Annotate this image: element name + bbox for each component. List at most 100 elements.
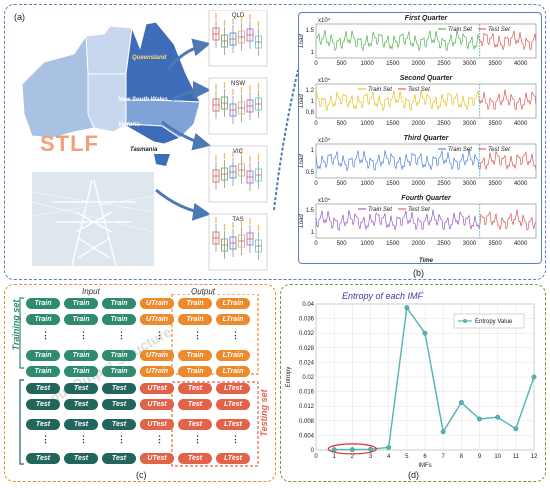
entropy-legend-label: Entropy Value xyxy=(475,319,513,325)
boxplot-outlier xyxy=(240,149,243,151)
train-cell: Train xyxy=(26,314,60,325)
entropy-x-tick: 12 xyxy=(531,454,538,460)
legend-test-label: Test Set xyxy=(408,87,430,93)
boxplot-outlier xyxy=(240,18,243,20)
boxplot-outlier xyxy=(249,160,251,162)
utest-cell: UTest xyxy=(140,453,174,464)
boxplot-outlier xyxy=(240,16,243,18)
load-x-tick: 2000 xyxy=(412,121,426,127)
train-cell: Train xyxy=(64,314,98,325)
australia-map xyxy=(21,21,201,166)
load-chart-title: Third Quarter xyxy=(404,135,450,142)
train-output-cell: Train xyxy=(178,366,212,377)
load-x-tick: 1000 xyxy=(360,181,374,187)
ltest-cell: LTest xyxy=(216,399,250,410)
boxplot-title: QLD xyxy=(232,13,245,19)
boxplot-outlier xyxy=(223,157,226,159)
test-output-cell: Test xyxy=(178,453,212,464)
entropy-x-tick: 4 xyxy=(387,454,391,460)
load-x-tick: 2500 xyxy=(437,121,451,127)
ellipsis-dots: ⋮ xyxy=(41,434,50,444)
boxplot-outlier xyxy=(215,88,217,90)
ellipsis-dots: ⋮ xyxy=(193,330,202,340)
ellipsis-dots: ⋮ xyxy=(79,434,88,444)
load-x-tick: 2000 xyxy=(412,61,426,67)
boxplot-outlier xyxy=(215,155,217,157)
boxplot-outlier xyxy=(257,21,260,23)
utrain-cell: UTrain xyxy=(140,314,174,325)
ltrain-cell: LTrain xyxy=(216,350,250,361)
boxplot-outlier xyxy=(232,224,234,226)
boxplot-outlier xyxy=(232,151,234,153)
entropy-x-tick: 1 xyxy=(332,454,336,460)
boxplot-outlier xyxy=(249,18,251,20)
ltrain-cell: LTrain xyxy=(216,314,250,325)
boxplot-outlier xyxy=(249,14,251,16)
load-charts-box xyxy=(298,12,542,264)
legend-test-label: Test Set xyxy=(488,27,510,33)
utrain-cell: UTrain xyxy=(140,350,174,361)
test-cell: Test xyxy=(26,453,60,464)
train-series-line xyxy=(315,209,480,232)
boxplot-outlier xyxy=(257,85,260,87)
stlf-title: STLF xyxy=(40,131,99,156)
region-label-queensland: Queensland xyxy=(132,55,167,61)
boxplot-outlier xyxy=(223,84,226,86)
entropy-x-label: IMFs xyxy=(418,463,431,469)
region-label-victoria: Victoria xyxy=(118,122,140,128)
boxplot-outlier xyxy=(215,17,217,19)
boxplot-outlier xyxy=(257,158,260,160)
entropy-x-tick: 7 xyxy=(441,454,445,460)
load-x-tick: 1000 xyxy=(360,121,374,127)
entropy-series-line xyxy=(334,305,535,451)
entropy-legend-marker xyxy=(463,319,467,323)
load-x-tick: 4000 xyxy=(514,121,528,127)
load-x-tick: 1500 xyxy=(386,121,400,127)
load-y-label: Load xyxy=(299,34,305,48)
boxplot-outlier xyxy=(257,25,260,27)
panel-label-d: (d) xyxy=(408,470,419,480)
entropy-y-tick: 0.028 xyxy=(299,346,315,352)
boxplot-outlier xyxy=(232,153,234,155)
entropy-point xyxy=(531,374,537,380)
boxplot-outlier xyxy=(215,13,217,15)
load-y-tick: 1.5 xyxy=(306,208,315,214)
boxplot-outlier xyxy=(257,23,260,25)
boxplot-outlier xyxy=(240,222,243,224)
train-output-cell: Train xyxy=(178,350,212,361)
boxplot-outlier xyxy=(249,89,251,91)
entropy-y-tick: 0.02 xyxy=(302,375,314,381)
boxplot-outlier xyxy=(215,86,217,88)
entropy-point xyxy=(368,446,373,452)
input-label: Input xyxy=(82,287,100,296)
load-y-tick: 1.5 xyxy=(306,28,315,34)
panel-label-c: (c) xyxy=(136,470,147,480)
entropy-point xyxy=(495,414,501,420)
entropy-chart-title: Entropy of each IMF xyxy=(342,291,424,301)
train-cell: Train xyxy=(102,366,136,377)
utest-cell: UTest xyxy=(140,419,174,430)
entropy-x-tick: 5 xyxy=(405,454,409,460)
entropy-y-tick: 0.024 xyxy=(299,360,315,366)
boxplot-outlier xyxy=(240,224,243,226)
entropy-point xyxy=(513,426,519,432)
train-cell: Train xyxy=(64,298,98,309)
load-x-tick: 2000 xyxy=(412,181,426,187)
entropy-y-label: Entropy xyxy=(286,367,292,388)
load-x-label: Time xyxy=(419,258,434,264)
boxplot-outlier xyxy=(215,217,217,219)
ltest-cell: LTest xyxy=(216,453,250,464)
load-x-tick: 4000 xyxy=(514,61,528,67)
load-x-tick: 2500 xyxy=(437,181,451,187)
region-label-nsw: New South Wales xyxy=(118,97,168,103)
output-label: Output xyxy=(191,287,216,296)
load-chart-exponent: x10⁴ xyxy=(318,197,331,204)
test-output-cell: Test xyxy=(178,383,212,394)
boxplot-title: VIC xyxy=(233,149,244,155)
boxplot-outlier xyxy=(257,229,260,231)
boxplot-outlier xyxy=(240,20,243,22)
boxplot-outlier xyxy=(257,87,260,89)
boxplot-outlier xyxy=(223,86,226,88)
boxplot-outlier xyxy=(240,89,243,91)
test-series-line xyxy=(478,30,537,51)
